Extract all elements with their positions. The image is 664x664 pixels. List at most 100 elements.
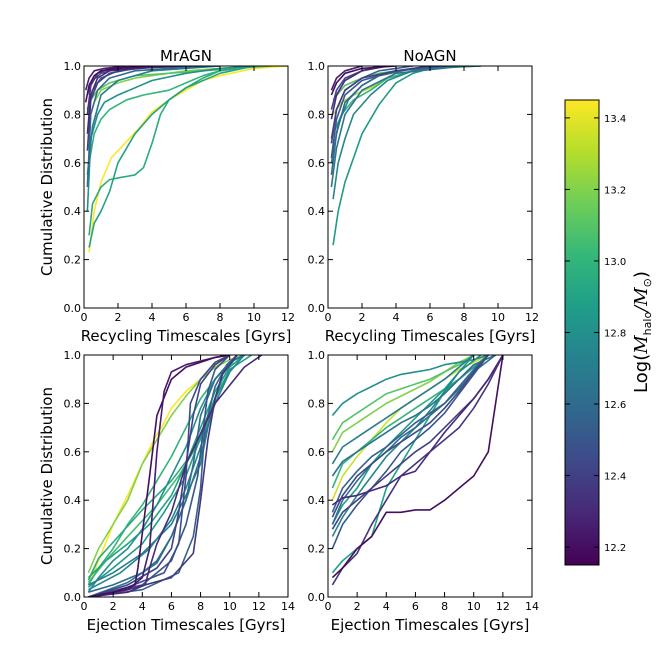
x-tick-label: 0: [81, 311, 88, 324]
series-line: [88, 355, 231, 597]
colorbar-tick-label: 12.6: [604, 400, 626, 411]
x-tick-label: 2: [110, 600, 117, 613]
y-tick-label: 1.0: [308, 349, 326, 362]
series-line: [88, 66, 255, 236]
x-axis-label: Recycling Timescales [Gyrs]: [81, 327, 292, 345]
panel-noagn-recycling: 0 2 4 6 8 10 12 0.0 0.2 0.4 0.6 0.8 1.0 NoAGN Recyclin…: [308, 47, 540, 345]
colorbar: 12.212.412.612.813.013.213.4 Log(Mhalo/M…: [564, 99, 654, 566]
series-lines: [84, 66, 288, 253]
x-tick-label: 8: [441, 600, 448, 613]
colorbar-label-m2: M: [631, 287, 652, 307]
series-lines: [330, 66, 482, 246]
colorbar-label: Log(Mhalo/M⊙): [631, 271, 654, 393]
colorbar-label-slash: /: [631, 304, 652, 314]
x-tick-label: 6: [168, 600, 175, 613]
series-line: [88, 66, 255, 248]
y-tick-label: 0.6: [64, 446, 82, 459]
series-line: [88, 66, 255, 163]
series-line: [87, 355, 245, 574]
series-line: [330, 66, 465, 188]
series-line: [84, 66, 127, 91]
colorbar-tick-label: 13.4: [604, 114, 626, 125]
colorbar-tick-label: 12.2: [604, 543, 626, 554]
x-tick-label: 14: [525, 600, 539, 613]
y-tick-label: 0.6: [308, 446, 326, 459]
y-tick-label: 0.0: [308, 591, 326, 604]
series-line: [88, 66, 288, 253]
colorbar-label-suffix: ): [631, 271, 652, 278]
panel-title: NoAGN: [403, 47, 456, 65]
x-tick-label: 10: [247, 311, 261, 324]
x-tick-label: 12: [252, 600, 266, 613]
series-line: [331, 355, 504, 506]
series-line: [330, 66, 363, 91]
axes-frame: [83, 354, 289, 598]
colorbar-label-m1: M: [631, 335, 652, 355]
x-tick-label: 4: [383, 600, 390, 613]
y-tick-label: 0.4: [64, 205, 82, 218]
series-line: [88, 355, 230, 597]
x-tick-label: 10: [223, 600, 237, 613]
y-tick-label: 0.8: [64, 108, 82, 121]
series-line: [330, 66, 431, 144]
y-tick-label: 0.2: [64, 543, 82, 556]
series-lines: [87, 355, 263, 597]
x-tick-label: 8: [217, 311, 224, 324]
x-tick-label: 2: [359, 311, 366, 324]
y-axis-label: Cumulative Distribution: [38, 387, 56, 565]
series-line: [331, 355, 475, 525]
series-line: [332, 66, 465, 246]
series-line: [86, 66, 221, 188]
y-tick-label: 0.6: [308, 157, 326, 170]
series-line: [86, 66, 221, 175]
colorbar-gradient: [564, 99, 600, 566]
series-line: [331, 355, 496, 477]
series-line: [86, 66, 187, 134]
series-line: [331, 355, 504, 586]
colorbar-tick-label: 13.0: [604, 257, 626, 268]
y-tick-label: 1.0: [308, 60, 326, 73]
y-tick-label: 0.0: [64, 591, 82, 604]
x-axis-label: Recycling Timescales [Gyrs]: [325, 327, 536, 345]
axes-frame: [327, 65, 533, 309]
series-line: [88, 355, 245, 591]
panel-noagn-ejection: 0 2 4 6 8 10 12 14 0.0 0.2 0.4 0.6 0.8 1.0 Ejection Ti…: [308, 349, 540, 634]
x-tick-label: 12: [496, 600, 510, 613]
colorbar-ticks: 12.2 12.4 12.6 12.8 13.0 13.2 13.4: [565, 114, 626, 554]
x-tick-label: 2: [115, 311, 122, 324]
y-tick-label: 0.8: [308, 397, 326, 410]
y-tick-label: 0.0: [64, 302, 82, 315]
series-line: [88, 355, 263, 597]
x-tick-label: 12: [525, 311, 539, 324]
series-line: [331, 355, 489, 417]
colorbar-tick-label: 12.8: [604, 329, 626, 340]
series-line: [331, 355, 475, 441]
x-tick-label: 0: [325, 311, 332, 324]
panel-title: MrAGN: [160, 47, 212, 65]
panel-mragn-recycling: 0 2 4 6 8 10 12 0.0 0.2 0.4 0.6 0.8 1.0 MrAGN Recyclin…: [38, 47, 295, 345]
x-tick-label: 6: [183, 311, 190, 324]
y-tick-label: 0.0: [308, 302, 326, 315]
axes-frame: [327, 354, 533, 598]
y-axis-label: Cumulative Distribution: [38, 98, 56, 276]
panel-mragn-ejection: 0 2 4 6 8 10 12 14 0.0 0.2 0.4 0.6 0.8 1.0 Ejection Ti…: [38, 349, 295, 634]
y-tick-label: 0.6: [64, 157, 82, 170]
series-line: [331, 355, 489, 574]
x-tick-label: 4: [393, 311, 400, 324]
colorbar-label-sub1: halo: [641, 312, 654, 336]
x-tick-label: 14: [281, 600, 295, 613]
series-line: [87, 355, 245, 579]
x-tick-label: 0: [81, 600, 88, 613]
series-line: [86, 66, 255, 212]
x-axis-label: Ejection Timescales [Gyrs]: [331, 616, 530, 634]
x-tick-label: 8: [197, 600, 204, 613]
series-line: [331, 355, 504, 579]
x-tick-label: 10: [467, 600, 481, 613]
x-tick-label: 2: [354, 600, 361, 613]
colorbar-tick-label: 13.2: [604, 185, 626, 196]
y-tick-label: 0.4: [308, 205, 326, 218]
x-tick-label: 4: [149, 311, 156, 324]
x-tick-label: 8: [461, 311, 468, 324]
x-tick-label: 0: [325, 600, 332, 613]
colorbar-label-prefix: Log(: [631, 354, 652, 393]
